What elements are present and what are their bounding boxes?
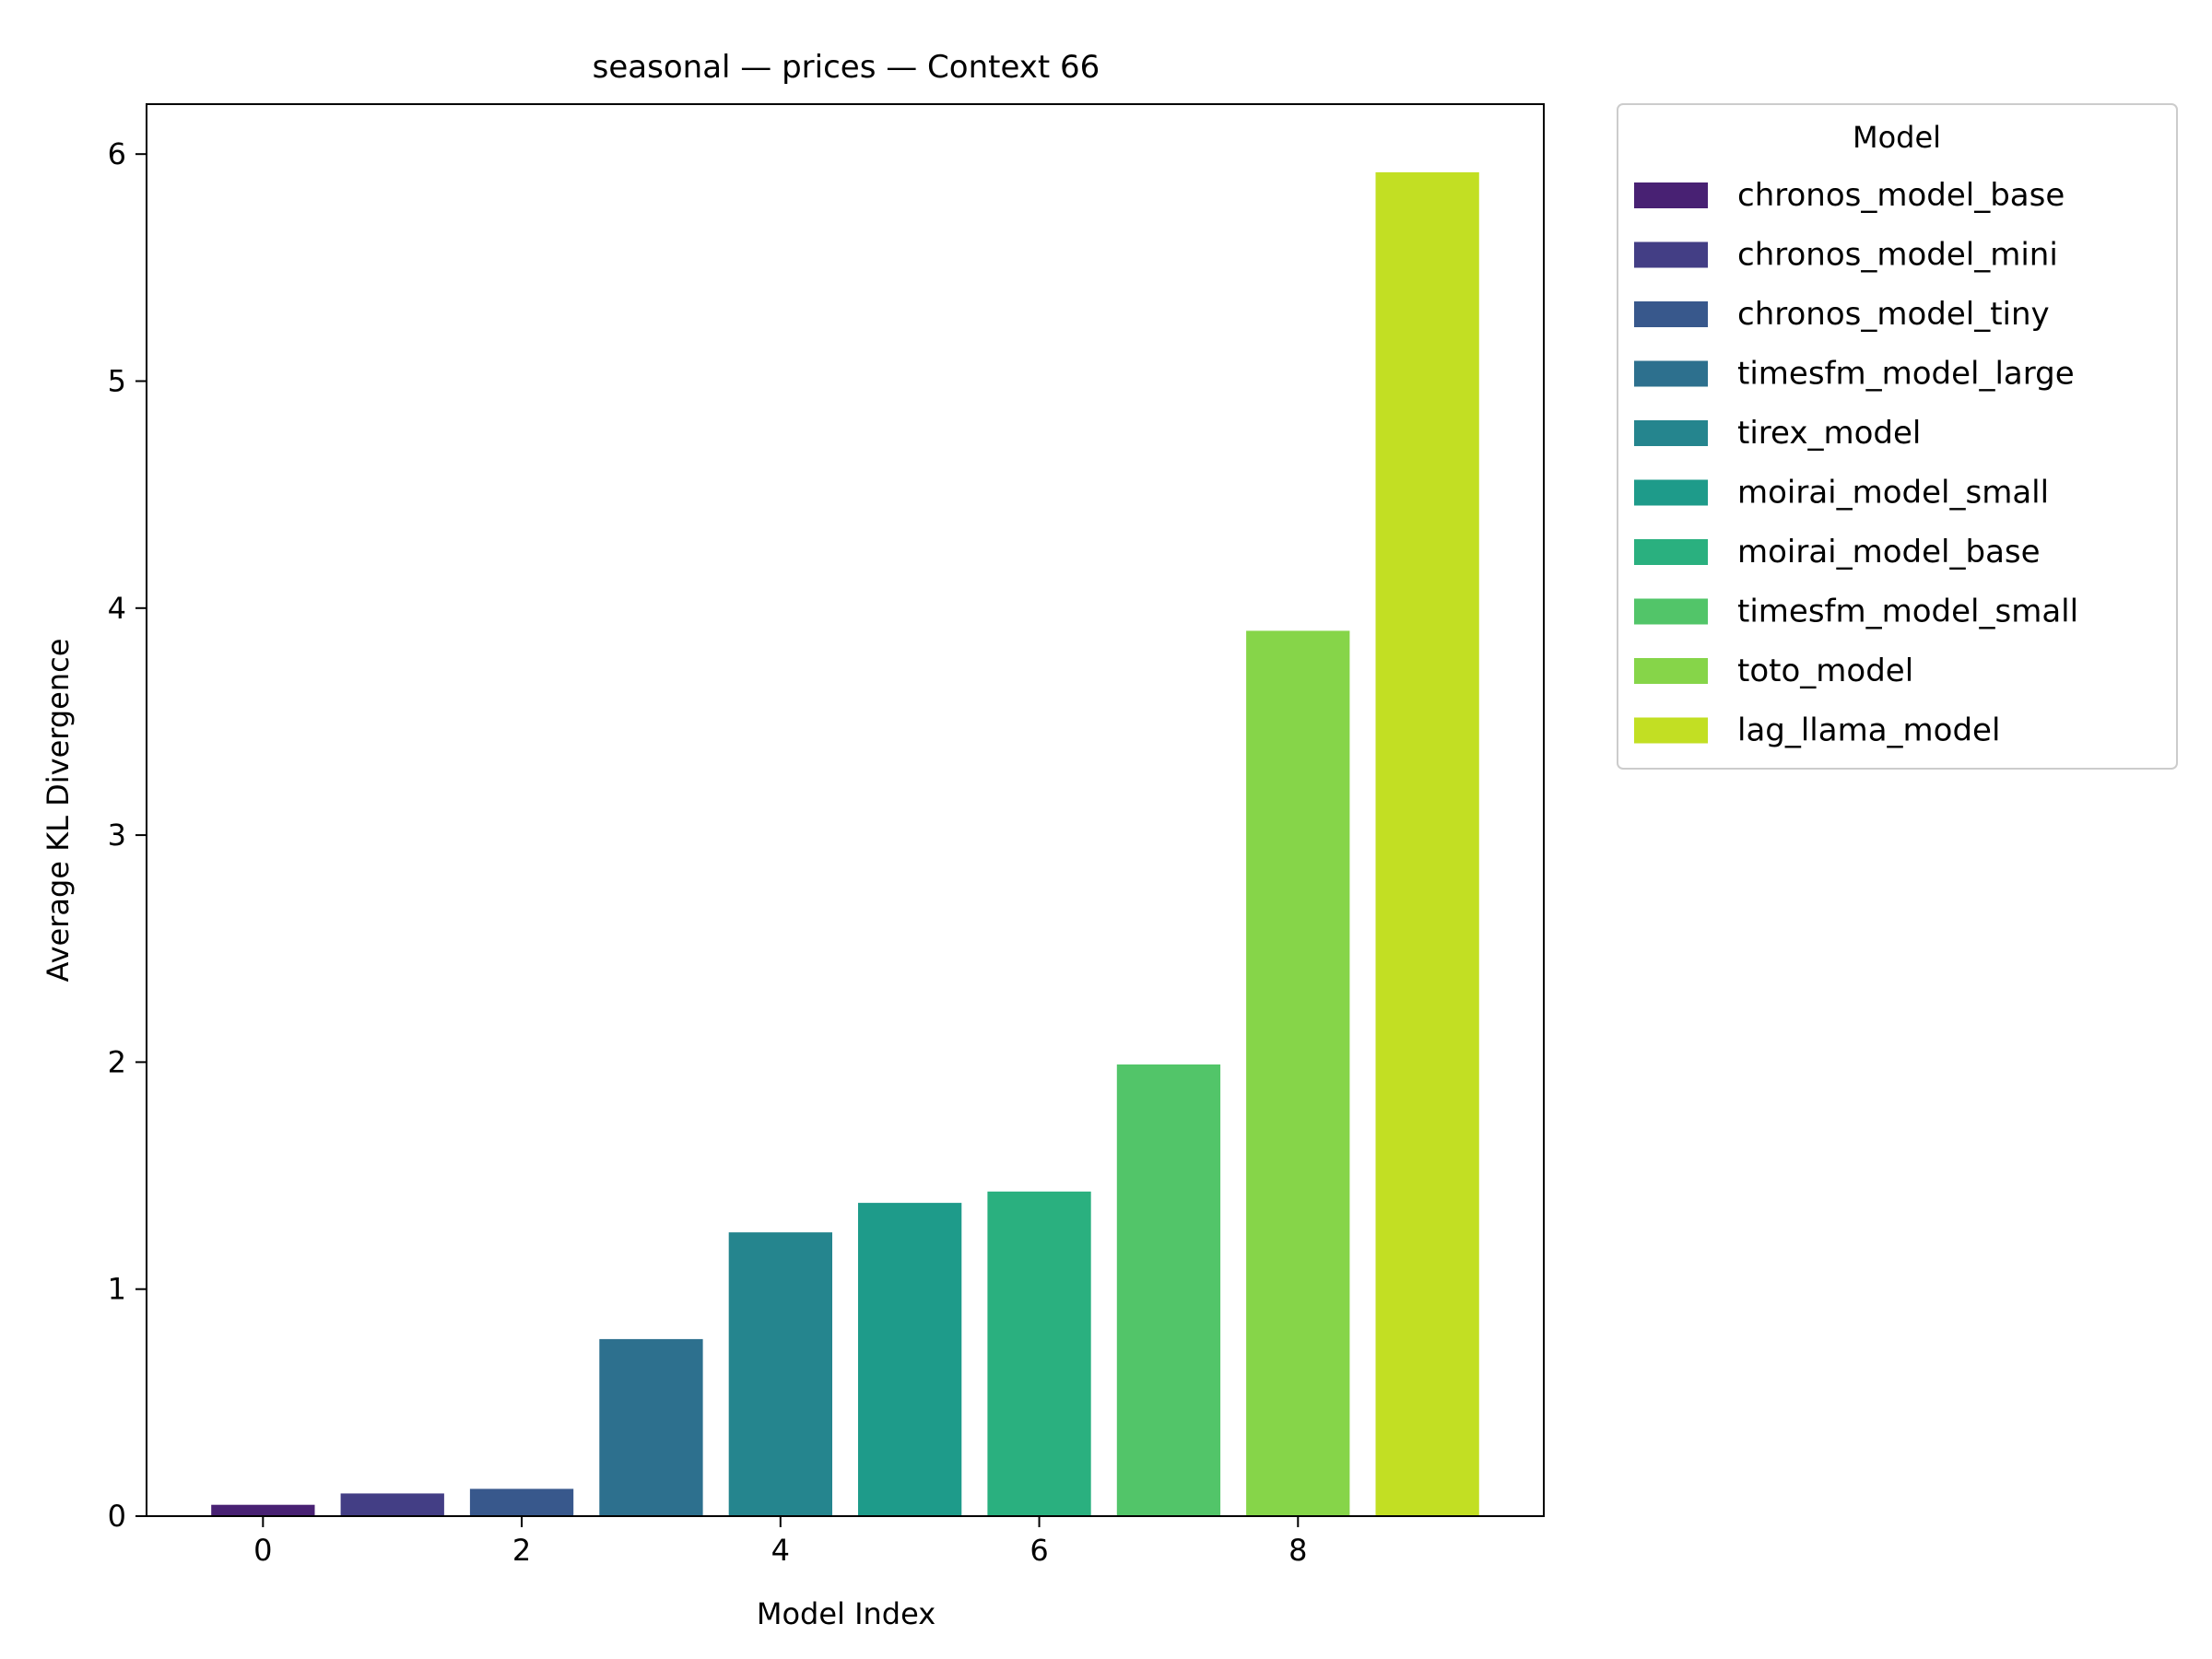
legend-label-toto_model: toto_model [1737, 653, 1913, 689]
x-axis-ticks: 0 2 4 6 8 [253, 1516, 1307, 1568]
bar-chronos_model_base [211, 1504, 315, 1516]
y-tick-label: 6 [108, 136, 126, 171]
legend: Model chronos_model_base chronos_model_mi… [1617, 103, 2178, 770]
x-axis-label: Model Index [757, 1596, 935, 1631]
bar-chronos_model_mini [340, 1493, 444, 1516]
x-tick-label: 6 [1030, 1533, 1048, 1568]
x-tick-label: 4 [771, 1533, 790, 1568]
legend-swatch-timesfm_model_small [1634, 598, 1708, 625]
y-tick-label: 4 [108, 591, 126, 626]
bar-toto_model [1246, 630, 1350, 1516]
legend-swatch-chronos_model_mini [1634, 241, 1708, 268]
bar-timesfm_model_small [1116, 1064, 1221, 1516]
legend-label-moirai_model_small: moirai_model_small [1737, 475, 2049, 512]
legend-label-tirex_model: tirex_model [1737, 415, 1921, 452]
y-tick-label: 1 [108, 1272, 126, 1307]
legend-label-timesfm_model_small: timesfm_model_small [1737, 594, 2078, 630]
legend-label-moirai_model_base: moirai_model_base [1737, 534, 2041, 571]
x-tick-label: 0 [253, 1533, 272, 1568]
chart-title: seasonal — prices — Context 66 [593, 49, 1100, 86]
y-tick-label: 0 [108, 1499, 126, 1534]
y-tick-label: 3 [108, 818, 126, 853]
legend-label-timesfm_model_large: timesfm_model_large [1737, 356, 2075, 393]
legend-swatch-chronos_model_tiny [1634, 301, 1708, 327]
bar-moirai_model_base [987, 1191, 1091, 1516]
legend-swatch-moirai_model_small [1634, 479, 1708, 506]
legend-label-chronos_model_mini: chronos_model_mini [1737, 237, 2058, 274]
legend-title: Model [1853, 120, 1941, 155]
legend-entries: chronos_model_base chronos_model_minichro… [1634, 177, 2078, 749]
x-tick-label: 2 [512, 1533, 531, 1568]
bars-group [211, 171, 1479, 1516]
legend-label-chronos_model_tiny: chronos_model_tiny [1737, 296, 2050, 333]
legend-swatch-timesfm_model_large [1634, 360, 1708, 387]
bar-chronos_model_tiny [469, 1488, 574, 1516]
legend-box [1617, 103, 2178, 770]
y-axis-label: Average KL Divergence [41, 639, 76, 982]
bar-moirai_model_small [858, 1203, 962, 1516]
y-tick-label: 5 [108, 363, 126, 398]
legend-swatch-toto_model [1634, 658, 1708, 684]
bar-tirex_model [728, 1232, 832, 1516]
legend-swatch-lag_llama_model [1634, 717, 1708, 744]
plot-area: 0 2 4 6 8 0 1 2 3 4 5 6 [108, 103, 1545, 1568]
legend-label-chronos_model_base: chronos_model_base [1737, 177, 2065, 214]
bar-lag_llama_model [1375, 171, 1479, 1516]
legend-swatch-moirai_model_base [1634, 539, 1708, 565]
y-axis-ticks: 0 1 2 3 4 5 6 [108, 136, 147, 1534]
axes-frame [146, 103, 1545, 1517]
legend-swatch-chronos_model_base [1634, 182, 1708, 208]
bar-timesfm_model_large [599, 1338, 703, 1516]
y-tick-label: 2 [108, 1044, 126, 1079]
legend-swatch-tirex_model [1634, 420, 1708, 446]
x-tick-label: 8 [1288, 1533, 1307, 1568]
legend-label-lag_llama_model: lag_llama_model [1737, 712, 2000, 749]
